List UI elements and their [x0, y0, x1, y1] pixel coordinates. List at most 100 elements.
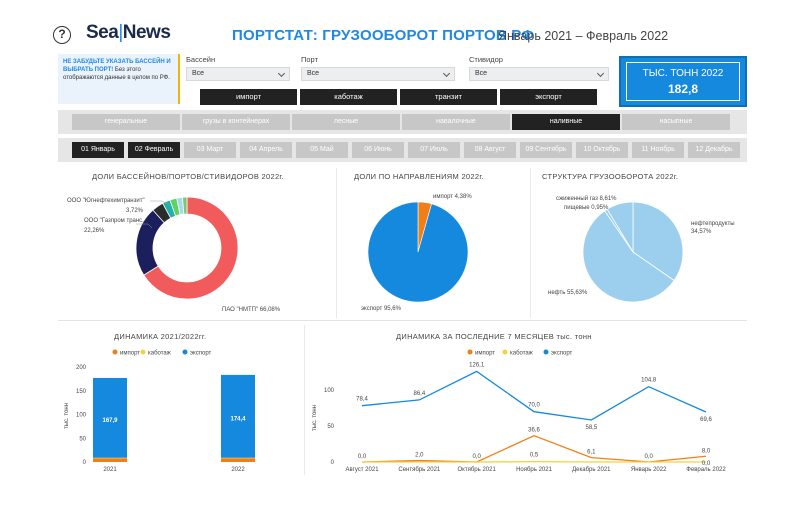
- month-tab-9[interactable]: 09 Сентябрь: [520, 142, 572, 158]
- line-экспорт: [361, 370, 707, 421]
- y-tick-label: 150: [76, 389, 87, 395]
- cargo-tab-liquid[interactable]: наливные: [512, 114, 620, 130]
- donut-label-nmtp: ПАО "НМТП" 66,08%: [222, 307, 281, 313]
- y-tick-label: 100: [324, 388, 335, 394]
- x-tick-label: Февраль 2022: [686, 467, 726, 473]
- import-value-label: 36,6: [528, 428, 540, 434]
- legend-label-1: каботаж: [148, 351, 171, 357]
- chart-title-dynamics-7m: ДИНАМИКА ЗА ПОСЛЕДНИЕ 7 МЕСЯЦЕВ тыс. тон…: [396, 332, 592, 341]
- export-value-label: 69,6: [700, 417, 712, 423]
- port-dropdown[interactable]: Все: [301, 67, 455, 81]
- month-tab-12[interactable]: 12 Декабрь: [688, 142, 740, 158]
- y-axis-label: тыс. тонн: [312, 405, 318, 431]
- pie-slice-сжиженный газ: [606, 201, 634, 254]
- chart-title-shares: ДОЛИ БАССЕЙНОВ/ПОРТОВ/СТИВИДОРОВ 2022г.: [92, 172, 284, 181]
- y-tick-label: 0: [83, 460, 87, 466]
- import-value-label: 0,0: [472, 454, 481, 460]
- month-tab-3[interactable]: 03 Март: [184, 142, 236, 158]
- donut-slice: [181, 196, 188, 215]
- month-tab-1[interactable]: 01 Январь: [72, 142, 124, 158]
- bar-value-label: 167,9: [102, 418, 118, 424]
- export-value-label: 86,4: [413, 391, 425, 397]
- kpi-value: 182,8: [667, 82, 699, 96]
- x-tick-label: Январь 2022: [631, 467, 667, 473]
- legend-label-2: экспорт: [551, 351, 573, 357]
- month-tab-4[interactable]: 04 Апрель: [240, 142, 292, 158]
- pie-label-oil: нефть 55,63%: [548, 290, 588, 296]
- kpi-label: ТЫС. ТОНН 2022: [642, 68, 724, 79]
- direction-button-export[interactable]: экспорт: [500, 89, 597, 105]
- month-tab-2[interactable]: 02 Февраль: [128, 142, 180, 158]
- bar-каботаж-2022: [221, 457, 255, 459]
- chart-title-dynamics-year: ДИНАМИКА 2021/2022гг.: [114, 332, 207, 341]
- month-selector: 01 Январь 02 Февраль 03 Март 04 Апрель 05 Ма…: [58, 138, 747, 162]
- basin-label: Бассейн: [186, 55, 216, 64]
- pie-label-lng: сжиженный газ 8,61%: [556, 195, 617, 202]
- bar-импорт-2022: [221, 458, 255, 462]
- legend-dot-1: [140, 349, 146, 355]
- import-value-label: 0,0: [358, 454, 367, 460]
- export-value-label: 58,5: [585, 425, 597, 431]
- legend-label-2: экспорт: [190, 351, 212, 357]
- month-tab-5[interactable]: 05 Май: [296, 142, 348, 158]
- import-value-label: 2,0: [415, 453, 424, 459]
- bar-экспорт-2022: [221, 374, 255, 458]
- y-tick-label: 0: [331, 460, 335, 466]
- chart-title-structure: СТРУКТУРА ГРУЗООБОРОТА 2022г.: [542, 172, 679, 181]
- direction-button-import[interactable]: импорт: [200, 89, 297, 105]
- cargo-tab-bulk[interactable]: навалочные: [402, 114, 510, 130]
- x-tick-label: 2022: [231, 467, 245, 473]
- divider: [58, 320, 747, 321]
- donut-slice: [143, 196, 239, 300]
- y-tick-label: 50: [79, 436, 86, 442]
- import-value-label: 8,0: [702, 448, 711, 454]
- legend-dot-0: [112, 349, 118, 355]
- import-value-label: 0,0: [644, 454, 653, 460]
- help-icon[interactable]: ?: [53, 26, 71, 44]
- month-tab-11[interactable]: 11 Ноябрь: [632, 142, 684, 158]
- date-range: Январь 2021 – Февраль 2022: [498, 29, 669, 43]
- donut-label-yug: ООО "Югнефтехимтранзит": [67, 198, 145, 204]
- logo-part1: Sea: [86, 22, 119, 43]
- export-value-label: 70,0: [528, 403, 540, 409]
- reminder-bold: НЕ ЗАБУДЬТЕ УКАЗАТЬ БАССЕЙН И ВЫБРАТЬ ПО…: [63, 59, 171, 73]
- divider: [304, 325, 305, 475]
- donut-label-gazprom: ООО "Газпром транс...: [84, 218, 148, 224]
- divider: [530, 168, 531, 318]
- bar-импорт-2021: [93, 458, 127, 462]
- export-value-label: 78,4: [356, 397, 368, 403]
- bar-экспорт-2021: [93, 377, 127, 458]
- direction-button-cabotage[interactable]: каботаж: [300, 89, 397, 105]
- month-tab-7[interactable]: 07 Июль: [408, 142, 460, 158]
- legend-dot-0: [467, 349, 473, 355]
- export-value-label: 104,8: [641, 378, 657, 384]
- cargo-tab-general[interactable]: генеральные: [72, 114, 180, 130]
- legend-label-0: импорт: [475, 351, 495, 357]
- bar-value-label: 174,4: [230, 416, 246, 422]
- y-tick-label: 100: [76, 413, 87, 419]
- x-tick-label: Декабрь 2021: [572, 467, 611, 473]
- pie-pct-oilproducts: 34,57%: [691, 229, 712, 235]
- x-tick-label: 2021: [103, 467, 117, 473]
- basin-dropdown[interactable]: Все: [186, 67, 290, 81]
- cargo-tab-loose[interactable]: насыпные: [622, 114, 730, 130]
- cargo-tab-containers[interactable]: грузы в контейнерах: [182, 114, 290, 130]
- stevedore-label: Стивидор: [469, 55, 503, 64]
- legend-label-0: импорт: [120, 351, 140, 357]
- reminder-note: НЕ ЗАБУДЬТЕ УКАЗАТЬ БАССЕЙН И ВЫБРАТЬ ПО…: [58, 54, 180, 104]
- pie-label-food: пищевые 0,95%: [564, 205, 609, 211]
- bar-каботаж-2021: [93, 457, 127, 459]
- x-tick-label: Ноябрь 2021: [516, 467, 552, 473]
- month-tab-6[interactable]: 06 Июнь: [352, 142, 404, 158]
- stevedore-dropdown[interactable]: Все: [469, 67, 609, 81]
- month-tab-8[interactable]: 08 Август: [464, 142, 516, 158]
- cargo-tab-timber[interactable]: лесные: [292, 114, 400, 130]
- logo-separator: |: [118, 22, 123, 43]
- leader-line: [136, 223, 153, 229]
- direction-button-transit[interactable]: транзит: [400, 89, 497, 105]
- x-tick-label: Октябрь 2021: [458, 467, 497, 473]
- basin-value: Все: [192, 70, 205, 77]
- month-tab-10[interactable]: 10 Октябрь: [576, 142, 628, 158]
- donut-pct-gazprom: 22,26%: [84, 228, 105, 234]
